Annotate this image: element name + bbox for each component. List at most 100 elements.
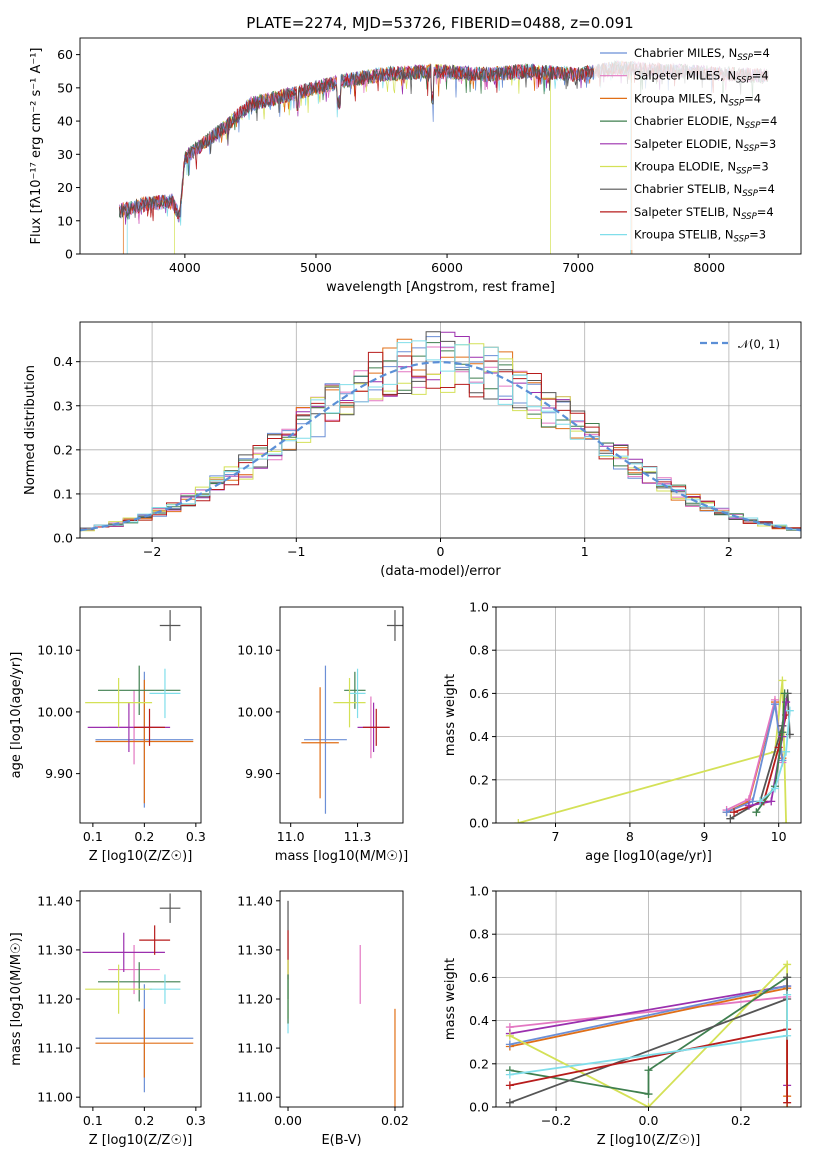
- y-tick-label: 10.00: [237, 704, 273, 719]
- figure-title: PLATE=2274, MJD=53726, FIBERID=0488, z=0…: [246, 14, 633, 32]
- axes-mass_vs_Z: 0.1 0.2 0.3 11.00 11.10 11.20 11.30 11.40 Z [log…: [9, 890, 206, 1148]
- y-tick-label: 0.2: [53, 442, 73, 457]
- errorbar-kroupa_elodie: [333, 677, 366, 728]
- y-tick-label: 0.2: [469, 1056, 489, 1071]
- y-tick-label: 40: [57, 114, 73, 129]
- weight-marker-kroupa_stelib: [783, 990, 792, 999]
- plot-area: [301, 610, 403, 814]
- x-tick-label: 8: [626, 829, 634, 844]
- weight-marker-kroupa_stelib: [785, 706, 794, 715]
- errorbar-salpeter_stelib: [139, 925, 171, 955]
- x-tick-label: 0.1: [83, 1113, 103, 1128]
- y-tick-label: 1.0: [469, 884, 489, 899]
- x-tick-label: 0.02: [381, 1113, 409, 1128]
- weight-line-salpeter_miles: [509, 995, 788, 1028]
- errorbar-salpeter_stelib: [134, 708, 165, 746]
- spectrum-line-kroupa_stelib: [126, 59, 631, 254]
- y-axis-label: mass weight: [443, 674, 458, 756]
- weight-line-chabrier_miles: [509, 985, 788, 1046]
- y-tick-label: 0.4: [53, 354, 73, 369]
- x-tick-label: 4000: [169, 260, 201, 275]
- y-tick-label: 0: [65, 247, 73, 262]
- errorbar-chabrier_stelib: [386, 610, 403, 641]
- weight-marker-chabrier_miles: [505, 1040, 514, 1049]
- legend-count: =4: [757, 205, 774, 219]
- axes-age_vs_Z: 0.1 0.2 0.3 9.90 10.00 10.10 Z [log10(Z/Z☉)] ag…: [9, 606, 206, 864]
- y-tick-label: 0.8: [469, 927, 489, 942]
- y-tick-label: 1.0: [469, 600, 489, 615]
- x-tick-label: 2: [725, 544, 733, 559]
- weight-marker-salpeter_stelib: [505, 1081, 514, 1090]
- legend-entry-gaussian: 𝒩(0, 1): [738, 337, 780, 351]
- weight-marker-kroupa_stelib: [782, 747, 791, 756]
- y-tick-label: 0.4: [469, 1013, 489, 1028]
- x-axis-label: mass [log10(M/M☉)]: [275, 849, 408, 864]
- weight-marker-kroupa_stelib: [770, 784, 779, 793]
- legend-count: =4: [760, 114, 777, 128]
- x-tick-label: 11.0: [277, 829, 305, 844]
- x-tick-label: −2: [143, 544, 161, 559]
- errorbar-salpeter_stelib: [362, 708, 390, 746]
- plot-area: [82, 893, 194, 1093]
- errorbar-chabrier_stelib: [159, 893, 181, 923]
- y-tick-label: 0.0: [469, 1100, 489, 1115]
- y-tick-label: 0.3: [53, 398, 73, 413]
- legend-entry: Chabrier STELIB, NSSP=4: [634, 182, 775, 199]
- y-tick-label: 0.2: [469, 772, 489, 787]
- y-tick-label: 0.6: [469, 686, 489, 701]
- weight-marker-chabrier_elodie: [778, 728, 787, 737]
- weight-marker-salpeter_elodie: [767, 797, 776, 806]
- x-axis-label: age [log10(age/yr)]: [585, 849, 712, 864]
- plot-area: [505, 960, 792, 1107]
- legend-entry: Salpeter STELIB, NSSP=4: [634, 205, 774, 222]
- y-tick-label: 11.10: [37, 1041, 73, 1056]
- y-tick-label: 9.90: [45, 766, 73, 781]
- plot-area: [85, 610, 194, 808]
- axes-frame: [279, 890, 404, 1108]
- legend-entry: Salpeter ELODIE, NSSP=3: [634, 137, 776, 154]
- legend-count: =4: [753, 46, 770, 60]
- y-tick-label: 9.90: [245, 766, 273, 781]
- legend-entry: Salpeter MILES, NSSP=4: [634, 69, 769, 86]
- errorbar-kroupa_stelib: [349, 668, 366, 719]
- y-tick-label: 11.30: [37, 942, 73, 957]
- y-tick-label: 0.0: [53, 531, 73, 546]
- x-tick-label: 6000: [431, 260, 463, 275]
- x-tick-label: 5000: [300, 260, 332, 275]
- y-tick-label: 11.30: [237, 942, 273, 957]
- axes-age_vs_mass: 11.0 11.3 9.90 10.00 10.10 mass [log10(M/M☉)]: [237, 606, 408, 864]
- errorbar-kroupa_miles: [95, 679, 194, 804]
- y-tick-label: 0.4: [469, 729, 489, 744]
- weight-marker-chabrier_elodie: [644, 1090, 653, 1099]
- y-tick-label: 11.10: [237, 1041, 273, 1056]
- weight-marker-kroupa_stelib: [783, 1031, 792, 1040]
- axes-frame: [279, 606, 404, 824]
- legend-count: =4: [752, 69, 769, 83]
- legend-entry: Kroupa STELIB, NSSP=3: [634, 228, 766, 245]
- weight-line-chabrier_elodie: [509, 976, 788, 1096]
- weight-marker-chabrier_elodie: [780, 689, 789, 698]
- axes-frame: [79, 37, 802, 255]
- plot-area: [80, 331, 801, 538]
- errorbar-kroupa_miles: [95, 1008, 194, 1078]
- weight-marker-kroupa_stelib: [505, 1070, 514, 1079]
- x-axis-label: (data-model)/error: [380, 564, 501, 579]
- legend-subscript: SSP: [734, 235, 750, 245]
- y-tick-label: 0.8: [469, 643, 489, 658]
- x-tick-label: 0.2: [134, 829, 154, 844]
- spectrum-line-kroupa_miles: [122, 60, 633, 254]
- errorbar-chabrier_elodie: [98, 665, 181, 715]
- axes-weight_vs_Z: −0.2 0.0 0.2 0.0 0.2 0.4 0.6 0.8 1.0 Z [log10(Z/Z…: [443, 884, 802, 1148]
- weight-marker-chabrier_elodie: [644, 1066, 653, 1075]
- legend-count: =4: [744, 91, 761, 105]
- x-tick-label: −1: [287, 544, 305, 559]
- errorbar-chabrier_stelib: [159, 610, 181, 641]
- legend-count: =3: [749, 228, 766, 242]
- errorbar-salpeter_miles: [108, 945, 160, 995]
- weight-marker-chabrier_stelib: [783, 973, 792, 982]
- legend-entry: Kroupa ELODIE, NSSP=3: [634, 160, 769, 177]
- weight-marker-kroupa_elodie: [514, 819, 523, 823]
- legend-subscript: SSP: [729, 98, 745, 108]
- legend-subscript: SSP: [737, 53, 753, 63]
